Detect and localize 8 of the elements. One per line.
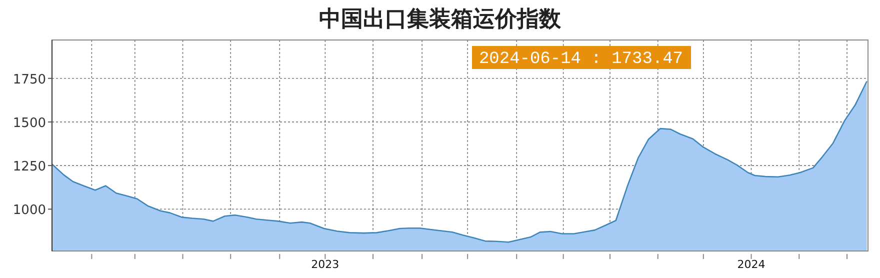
chart-title: 中国出口集装箱运价指数 xyxy=(319,6,562,32)
y-tick-label: 1750 xyxy=(12,72,46,88)
x-tick-label: 2023 xyxy=(311,258,340,271)
y-tick-label: 1500 xyxy=(12,116,46,131)
y-tick-label: 1000 xyxy=(12,203,46,218)
y-tick-label: 1250 xyxy=(12,160,46,175)
x-tick-label: 2024 xyxy=(737,258,766,271)
annotation: 2024-06-14 : 1733.47 xyxy=(478,50,684,69)
